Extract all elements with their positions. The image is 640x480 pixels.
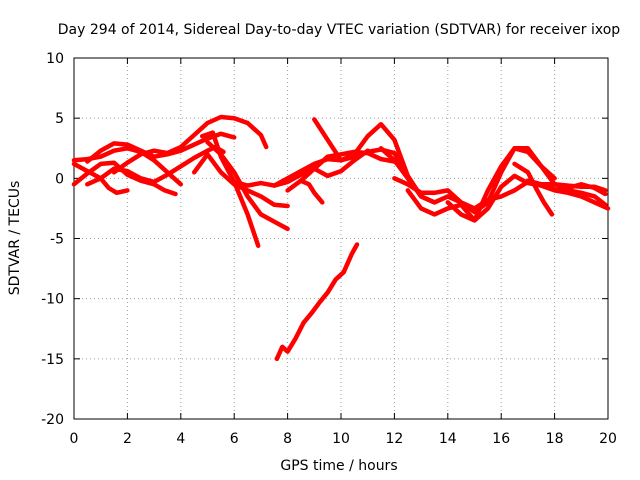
gridlines bbox=[74, 58, 608, 419]
series-line-s9 bbox=[205, 139, 290, 232]
series-line-s2 bbox=[71, 161, 130, 196]
x-tick-label: 12 bbox=[385, 431, 403, 447]
series-line-s11 bbox=[272, 148, 370, 188]
series-line-s6 bbox=[111, 114, 269, 175]
y-tick-label: 10 bbox=[46, 51, 64, 67]
x-tick-label: 14 bbox=[439, 431, 457, 447]
series-line-s13 bbox=[298, 178, 325, 205]
series-line-s17 bbox=[392, 176, 608, 211]
y-tick-label: -15 bbox=[41, 352, 64, 368]
x-tick-labels: 0 2 4 6 8 10 12 14 16 18 20 bbox=[70, 431, 617, 447]
x-axis-label: GPS time / hours bbox=[280, 458, 397, 474]
y-tick-label: 5 bbox=[55, 111, 64, 127]
series-line-s7 bbox=[199, 130, 261, 248]
series-line-s4 bbox=[85, 131, 237, 164]
series-line-s12 bbox=[285, 149, 405, 193]
x-tick-label: 18 bbox=[546, 431, 564, 447]
x-tick-label: 10 bbox=[332, 431, 350, 447]
y-tick-label: 0 bbox=[55, 171, 64, 187]
series-line-s18 bbox=[405, 173, 611, 223]
data-series bbox=[71, 114, 611, 362]
series-line-s21 bbox=[525, 178, 608, 193]
x-tick-label: 4 bbox=[176, 431, 185, 447]
x-tick-label: 6 bbox=[230, 431, 239, 447]
series-line-s5 bbox=[85, 144, 226, 187]
series-line-s19 bbox=[445, 146, 608, 223]
x-tick-label: 16 bbox=[492, 431, 510, 447]
x-tick-label: 2 bbox=[123, 431, 132, 447]
axis-ticks bbox=[73, 57, 609, 420]
y-tick-label: -20 bbox=[41, 412, 64, 428]
series-line-s20 bbox=[512, 161, 555, 217]
series-line-s15 bbox=[274, 242, 360, 362]
x-tick-label: 0 bbox=[70, 431, 79, 447]
chart-title: Day 294 of 2014, Sidereal Day-to-day VTE… bbox=[58, 22, 621, 38]
y-tick-label: -5 bbox=[50, 232, 64, 248]
x-tick-label: 8 bbox=[283, 431, 292, 447]
y-tick-label: -10 bbox=[41, 292, 64, 308]
series-line-s3 bbox=[71, 160, 178, 197]
y-tick-labels: -20 -15 -10 -5 0 5 10 bbox=[41, 51, 64, 428]
x-tick-label: 20 bbox=[599, 431, 617, 447]
y-axis-label: SDTVAR / TECUs bbox=[7, 181, 23, 296]
